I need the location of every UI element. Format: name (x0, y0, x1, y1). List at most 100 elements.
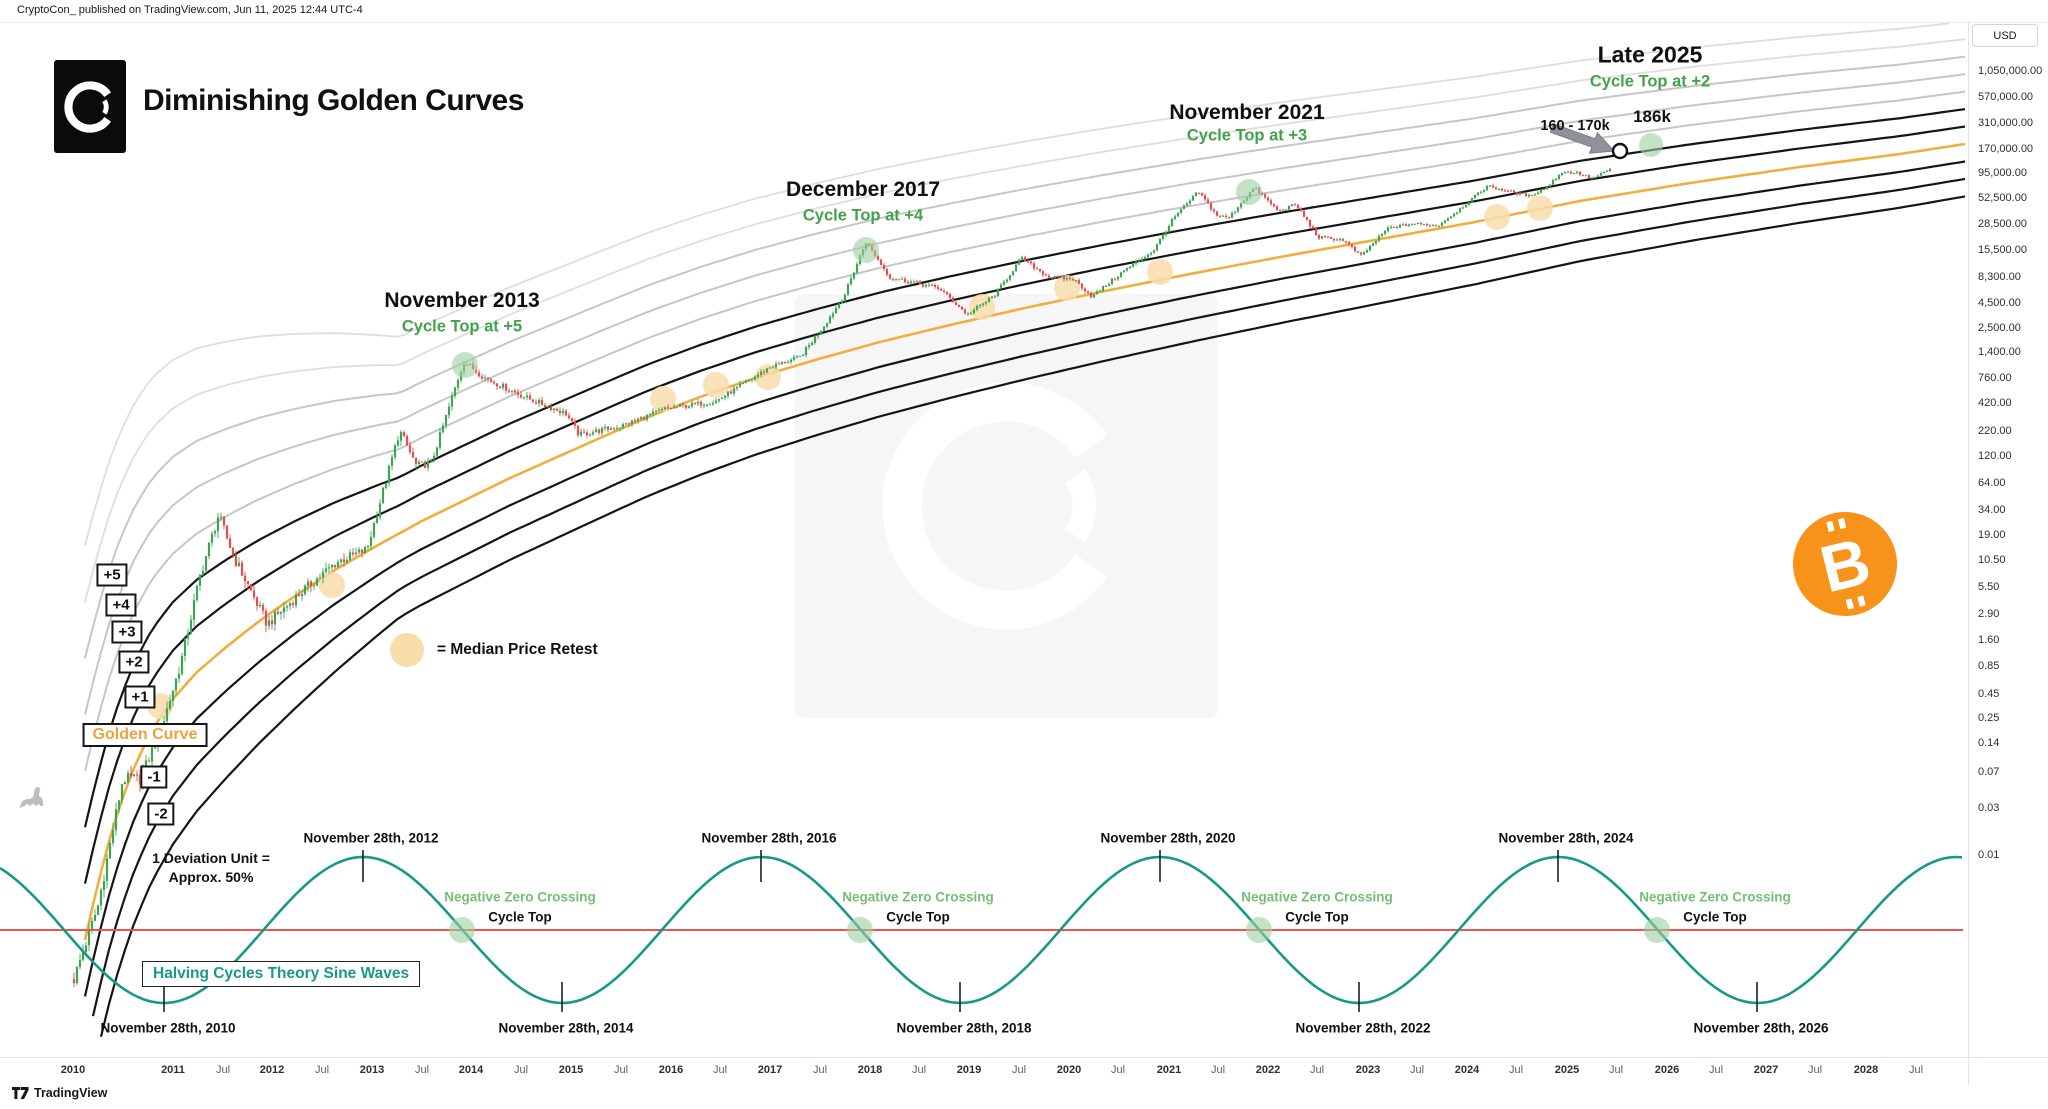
price-axis-label-7[interactable]: 15,500.00 (1978, 244, 2027, 256)
sine-peak-label-1: November 28th, 2016 (701, 830, 837, 846)
price-axis-label-18[interactable]: 19.00 (1978, 529, 2006, 541)
cycle-top-circle (452, 352, 478, 378)
time-axis-label-2028-35[interactable]: 2028 (1853, 1064, 1879, 1076)
price-axis-label-25[interactable]: 0.25 (1978, 712, 2000, 724)
time-axis-label-2026-31[interactable]: 2026 (1654, 1064, 1680, 1076)
time-axis-label-Jul-28[interactable]: Jul (1508, 1064, 1524, 1076)
price-axis-label-1[interactable]: 570,000.00 (1978, 91, 2034, 103)
time-axis-label-Jul-6[interactable]: Jul (414, 1064, 430, 1076)
median-retest-swatch (390, 633, 424, 667)
time-axis-label-2011-1[interactable]: 2011 (161, 1064, 185, 1076)
price-axis-label-27[interactable]: 0.07 (1978, 766, 2000, 778)
curve-badge-+4: +4 (105, 593, 137, 617)
time-axis-label-Jul-24[interactable]: Jul (1309, 1064, 1325, 1076)
top-divider (0, 22, 2048, 23)
price-axis-label-22[interactable]: 1.60 (1978, 634, 2000, 646)
time-axis-label-2021-21[interactable]: 2021 (1156, 1064, 1182, 1076)
time-axis-label-Jul-32[interactable]: Jul (1708, 1064, 1724, 1076)
price-axis-label-3[interactable]: 170,000.00 (1978, 143, 2034, 155)
sine-cycle-top-label-3: Cycle Top (1683, 909, 1747, 925)
curve-badge--1: -1 (140, 765, 168, 789)
deviation-band-+4 (84, 73, 1966, 715)
curve-badge-+1: +1 (124, 685, 156, 709)
negative-zero-crossing-label-1: Negative Zero Crossing (842, 889, 994, 905)
time-axis-label-2027-33[interactable]: 2027 (1753, 1064, 1779, 1076)
curve-badge-+5: +5 (96, 563, 128, 587)
time-axis-label-2017-13[interactable]: 2017 (757, 1064, 783, 1076)
time-axis-label-Jul-30[interactable]: Jul (1608, 1064, 1624, 1076)
price-axis-label-24[interactable]: 0.45 (1978, 688, 2000, 700)
price-axis-label-6[interactable]: 28,500.00 (1978, 218, 2027, 230)
price-axis-label-15[interactable]: 120.00 (1978, 450, 2012, 462)
sine-cycle-top-label-1: Cycle Top (886, 909, 950, 925)
median-retest-circle (1484, 204, 1510, 230)
time-axis-label-Jul-12[interactable]: Jul (712, 1064, 728, 1076)
time-axis-label-Jul-14[interactable]: Jul (812, 1064, 828, 1076)
price-axis-label-21[interactable]: 2.90 (1978, 608, 2000, 620)
deviation-band--2 (91, 177, 1966, 1017)
time-axis-label-Jul-8[interactable]: Jul (513, 1064, 529, 1076)
price-axis-label-5[interactable]: 52,500.00 (1978, 192, 2027, 204)
time-axis-label-Jul-36[interactable]: Jul (1908, 1064, 1924, 1076)
sine-trough-label-3: November 28th, 2022 (1295, 1020, 1431, 1036)
time-axis-label-2025-29[interactable]: 2025 (1554, 1064, 1580, 1076)
price-axis-label-28[interactable]: 0.03 (1978, 802, 2000, 814)
cycle-top-circle (1639, 133, 1663, 157)
time-axis-label-Jul-16[interactable]: Jul (911, 1064, 927, 1076)
median-retest-circle (755, 364, 781, 390)
time-axis-label-Jul-22[interactable]: Jul (1210, 1064, 1226, 1076)
time-axis-label-Jul-26[interactable]: Jul (1409, 1064, 1425, 1076)
price-axis-label-17[interactable]: 34.00 (1978, 504, 2006, 516)
price-axis-label-29[interactable]: 0.01 (1978, 849, 2000, 861)
tradingview-brand[interactable]: TradingView (12, 1086, 107, 1100)
price-axis-label-23[interactable]: 0.85 (1978, 660, 2000, 672)
price-axis-label-16[interactable]: 64.00 (1978, 477, 2006, 489)
price-axis-label-12[interactable]: 760.00 (1978, 372, 2012, 384)
time-axis-label-Jul-18[interactable]: Jul (1011, 1064, 1027, 1076)
time-axis-divider (0, 1057, 2048, 1058)
price-axis-label-11[interactable]: 1,400.00 (1978, 346, 2021, 358)
time-axis-label-2020-19[interactable]: 2020 (1056, 1064, 1082, 1076)
time-axis-label-2013-5[interactable]: 2013 (359, 1064, 385, 1076)
negative-zero-crossing-label-3: Negative Zero Crossing (1639, 889, 1791, 905)
currency-toggle-usd[interactable]: USD (1972, 24, 2038, 47)
price-axis-label-8[interactable]: 8,300.00 (1978, 271, 2021, 283)
price-axis-label-4[interactable]: 95,000.00 (1978, 167, 2027, 179)
time-axis-label-2018-15[interactable]: 2018 (857, 1064, 883, 1076)
price-axis-label-0[interactable]: 1,050,000.00 (1978, 65, 2043, 77)
price-axis-label-20[interactable]: 5.50 (1978, 581, 2000, 593)
curve-badge--2: -2 (147, 802, 175, 826)
time-axis-label-Jul-20[interactable]: Jul (1110, 1064, 1126, 1076)
time-axis-label-2010-0[interactable]: 2010 (60, 1064, 86, 1076)
median-retest-circle (1147, 259, 1173, 285)
price-axis-divider (1968, 22, 1969, 1085)
price-axis-label-2[interactable]: 310,000.00 (1978, 117, 2034, 129)
time-axis-label-2015-9[interactable]: 2015 (558, 1064, 584, 1076)
time-axis-label-Jul-2[interactable]: Jul (215, 1064, 231, 1076)
time-axis-label-Jul-4[interactable]: Jul (314, 1064, 330, 1076)
projection-target-label: 186k (1633, 107, 1671, 126)
price-axis-label-9[interactable]: 4,500.00 (1978, 297, 2021, 309)
time-axis-label-Jul-34[interactable]: Jul (1807, 1064, 1823, 1076)
cycle-top-subtitle-1: Cycle Top at +4 (802, 206, 924, 225)
price-axis-label-13[interactable]: 420.00 (1978, 397, 2012, 409)
price-axis-label-26[interactable]: 0.14 (1978, 737, 2000, 749)
time-axis-label-2014-7[interactable]: 2014 (458, 1064, 484, 1076)
time-axis-label-Jul-10[interactable]: Jul (613, 1064, 629, 1076)
time-axis-label-2016-11[interactable]: 2016 (658, 1064, 684, 1076)
time-axis-label-2022-23[interactable]: 2022 (1255, 1064, 1281, 1076)
price-axis-label-19[interactable]: 10.50 (1978, 554, 2006, 566)
price-axis-label-14[interactable]: 220.00 (1978, 425, 2012, 437)
time-axis-label-2023-25[interactable]: 2023 (1355, 1064, 1381, 1076)
projection-range-label: 160 - 170k (1540, 118, 1610, 134)
time-axis-label-2012-3[interactable]: 2012 (259, 1064, 285, 1076)
projection-arrow-icon (1549, 123, 1616, 154)
halving-sine-wave (0, 855, 1963, 1005)
price-axis-label-10[interactable]: 2,500.00 (1978, 322, 2021, 334)
median-retest-label: = Median Price Retest (437, 641, 598, 658)
dino-icon (20, 787, 43, 808)
deviation-band--1 (83, 160, 1966, 997)
time-axis-label-2019-17[interactable]: 2019 (956, 1064, 982, 1076)
time-axis-label-2024-27[interactable]: 2024 (1454, 1064, 1480, 1076)
